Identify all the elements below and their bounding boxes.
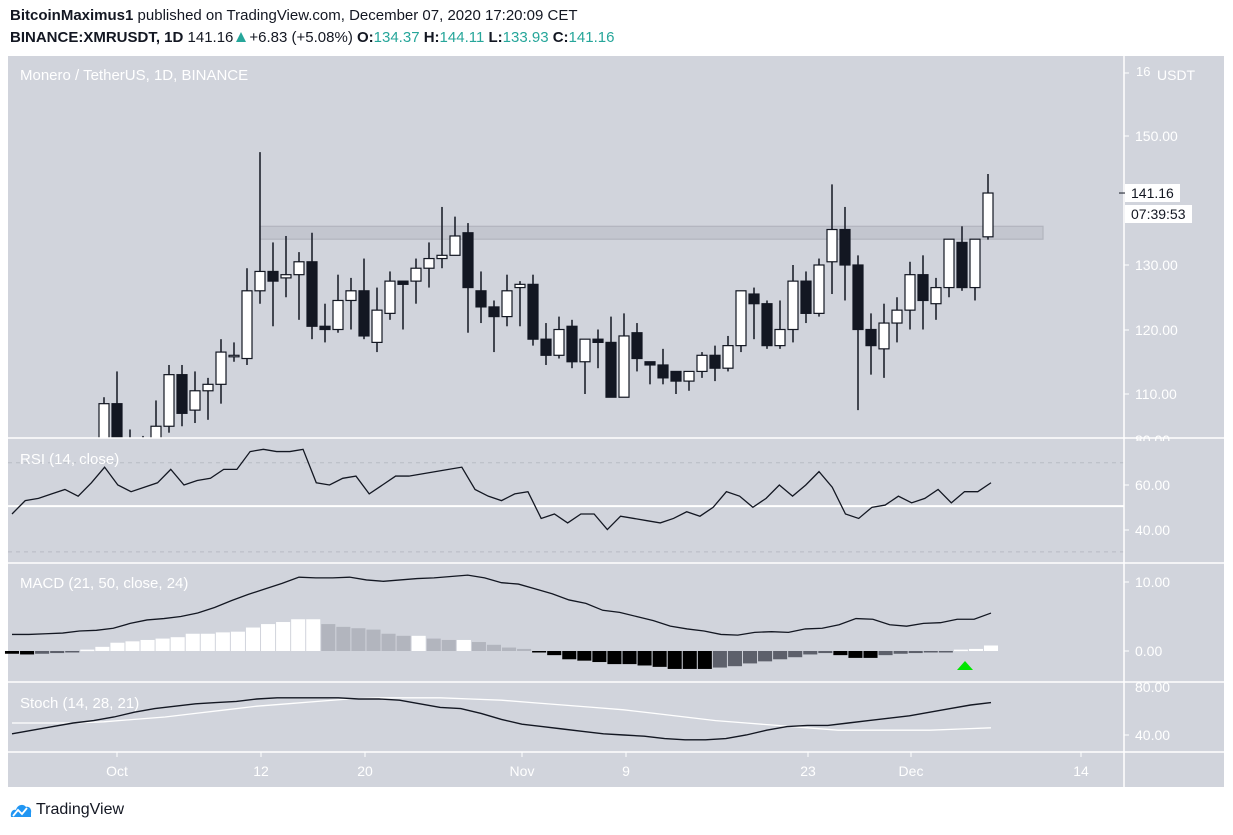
publish-info: BitcoinMaximus1 published on TradingView…: [10, 7, 578, 24]
price-tick-110: 110.00: [1135, 386, 1177, 402]
low-value: 133.93: [502, 29, 549, 46]
price-tick-130: 130.00: [1135, 257, 1178, 273]
price-pane-title: Monero / TetherUS, 1D, BINANCE: [20, 67, 249, 84]
current-price-tag: 141.16: [1125, 184, 1180, 202]
time-tick-14: 14: [1073, 763, 1089, 779]
rsi-tick-40: 40.00: [1135, 522, 1171, 538]
price-tick-120: 120.00: [1135, 322, 1178, 338]
price-axis-unit: USDT: [1157, 67, 1196, 83]
tradingview-brand[interactable]: TradingView: [10, 801, 124, 819]
rsi-pane: [8, 448, 1124, 553]
close-value: 141.16: [568, 29, 615, 46]
macd-cross-arrow-icon: [957, 661, 973, 670]
stoch-tick-80: 80.00: [1135, 679, 1171, 695]
time-tick-23: 23: [800, 763, 816, 779]
high-label: H:: [423, 29, 440, 46]
price-change: +6.83 (+5.08%): [249, 29, 353, 46]
open-label: O:: [356, 29, 374, 46]
close-label: C:: [552, 29, 569, 46]
stoch-tick-40: 40.00: [1135, 727, 1171, 743]
last-price: 141.16: [187, 29, 234, 46]
rsi-pane-title: RSI (14, close): [20, 451, 120, 468]
time-tick-20: 20: [357, 763, 373, 779]
time-tick-12: 12: [253, 763, 269, 779]
up-triangle-icon: [236, 32, 247, 42]
bar-countdown-tag: 07:39:53: [1125, 205, 1192, 223]
macd-pane-title: MACD (21, 50, close, 24): [20, 575, 189, 592]
stoch-pane-title: Stoch (14, 28, 21): [20, 695, 140, 712]
macd-tick-10: 10.00: [1135, 574, 1171, 590]
rsi-tick-60: 60.00: [1135, 477, 1171, 493]
price-tick-150: 150.00: [1135, 128, 1178, 144]
time-tick-9: 9: [622, 763, 630, 779]
chart-background: [8, 56, 1224, 787]
published-text: published on TradingView.com, December 0…: [133, 7, 578, 24]
candlestick-series: [98, 152, 994, 438]
symbol-label: BINANCE:XMRUSDT, 1D: [10, 29, 184, 46]
low-label: L:: [488, 29, 503, 46]
symbol-info: BINANCE:XMRUSDT, 1D 141.16 +6.83 (+5.08%)…: [10, 29, 614, 46]
author-name[interactable]: BitcoinMaximus1: [10, 7, 134, 24]
macd-pane: [4, 574, 999, 670]
open-value: 134.37: [373, 29, 420, 46]
rsi-tick-80: 80.00: [1135, 432, 1171, 441]
resistance-zone: [259, 225, 1044, 240]
price-axis-top-label: 16: [1136, 64, 1151, 79]
time-tick-dec: Dec: [898, 763, 924, 779]
stoch-pane: [11, 697, 992, 741]
time-tick-nov: Nov: [509, 763, 535, 779]
time-tick-oct: Oct: [106, 763, 128, 779]
high-value: 144.11: [439, 29, 485, 46]
tradingview-logo-icon: [10, 804, 32, 817]
tradingview-brand-name: TradingView: [36, 801, 125, 818]
macd-tick-0: 0.00: [1135, 643, 1163, 659]
